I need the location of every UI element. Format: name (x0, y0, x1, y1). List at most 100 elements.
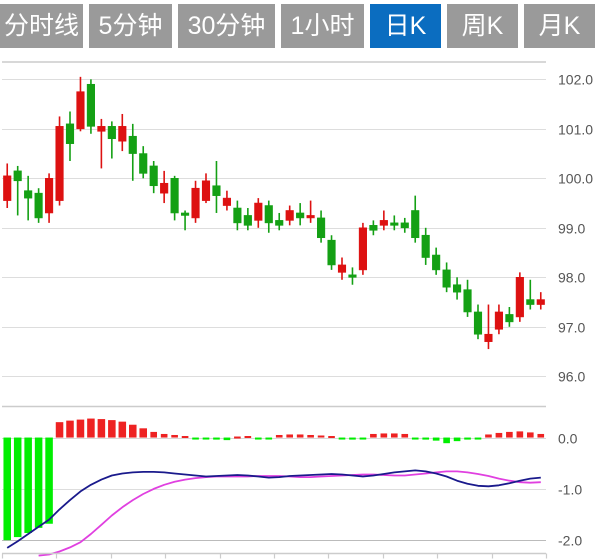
candle[interactable] (473, 304, 483, 340)
candle[interactable] (390, 215, 399, 231)
candle[interactable] (254, 198, 263, 228)
candle[interactable] (484, 304, 493, 350)
macd-bar[interactable] (516, 431, 524, 438)
macd-bar[interactable] (370, 433, 377, 438)
macd-bar[interactable] (307, 434, 314, 438)
macd-bar[interactable] (349, 437, 356, 440)
macd-bar[interactable] (265, 437, 273, 440)
macd-bar[interactable] (254, 437, 262, 440)
macd-bar[interactable] (139, 428, 147, 438)
candle[interactable] (327, 235, 336, 270)
macd-bar[interactable] (45, 437, 53, 524)
candle[interactable] (379, 210, 388, 231)
candle[interactable] (86, 79, 95, 134)
candle[interactable] (97, 118, 106, 169)
macd-bar[interactable] (76, 419, 85, 438)
candle[interactable] (421, 227, 430, 265)
macd-bar[interactable] (55, 422, 64, 438)
candle[interactable] (76, 76, 85, 132)
candle[interactable] (536, 292, 545, 310)
macd-bar[interactable] (328, 436, 335, 439)
candle[interactable] (442, 262, 451, 293)
candle[interactable] (149, 160, 158, 194)
candle[interactable] (118, 113, 127, 152)
candle[interactable] (337, 257, 347, 280)
macd-bar[interactable] (537, 433, 545, 438)
candle[interactable] (463, 279, 472, 317)
tab-period-0[interactable]: 分时线 (0, 4, 83, 48)
macd-bar[interactable] (3, 437, 11, 541)
candle[interactable] (285, 205, 294, 226)
macd-bar[interactable] (317, 435, 325, 438)
candle[interactable] (306, 200, 315, 223)
candle[interactable] (264, 200, 273, 233)
macd-bar[interactable] (13, 437, 22, 538)
macd-bar[interactable] (474, 437, 482, 440)
candle[interactable] (296, 203, 305, 226)
macd-bar[interactable] (422, 437, 430, 440)
macd-bar[interactable] (97, 419, 106, 438)
candle[interactable] (212, 160, 221, 213)
macd-bar[interactable] (129, 424, 137, 438)
candle[interactable] (3, 163, 12, 209)
candle[interactable] (139, 146, 148, 179)
candle[interactable] (233, 200, 242, 231)
macd-bar[interactable] (108, 420, 116, 438)
macd-bar[interactable] (464, 437, 471, 440)
macd-bar[interactable] (526, 432, 534, 438)
candle[interactable] (505, 307, 514, 327)
macd-bar[interactable] (411, 437, 419, 440)
candle[interactable] (515, 272, 524, 322)
candle[interactable] (411, 195, 420, 243)
tab-period-6[interactable]: 月K (524, 4, 595, 48)
macd-bar[interactable] (171, 434, 178, 438)
macd-bar[interactable] (202, 437, 210, 440)
candle[interactable] (243, 208, 252, 231)
candle[interactable] (453, 277, 462, 300)
candle[interactable] (222, 190, 231, 211)
macd-bar[interactable] (234, 436, 241, 439)
tab-period-2[interactable]: 30分钟 (178, 4, 275, 48)
macd-bar[interactable] (150, 431, 158, 438)
candle[interactable] (181, 210, 190, 231)
macd-bar[interactable] (66, 420, 74, 438)
candle[interactable] (191, 180, 200, 223)
macd-bar[interactable] (181, 436, 189, 439)
macd-histogram[interactable] (3, 418, 545, 541)
candle[interactable] (128, 123, 137, 181)
macd-bar[interactable] (485, 434, 492, 438)
macd-bar[interactable] (338, 437, 346, 440)
macd-bar[interactable] (506, 431, 513, 438)
macd-bar[interactable] (244, 436, 252, 439)
tab-period-5[interactable]: 周K (447, 4, 518, 48)
candle[interactable] (400, 217, 409, 233)
candle[interactable] (494, 304, 503, 335)
candle[interactable] (348, 267, 357, 285)
candle[interactable] (526, 279, 535, 310)
macd-bar[interactable] (223, 437, 231, 441)
macd-bar[interactable] (160, 433, 168, 438)
candle[interactable] (201, 173, 211, 204)
macd-bar[interactable] (296, 434, 304, 438)
candle[interactable] (432, 247, 441, 275)
macd-bar[interactable] (286, 434, 294, 438)
macd-bar[interactable] (192, 437, 199, 440)
tab-period-4[interactable]: 日K (370, 4, 441, 48)
candle[interactable] (160, 170, 169, 204)
macd-bar[interactable] (453, 437, 461, 442)
macd-bar[interactable] (495, 432, 503, 438)
macd-bar[interactable] (380, 433, 388, 438)
macd-bar[interactable] (213, 437, 220, 440)
candle[interactable] (55, 116, 64, 206)
candle[interactable] (107, 121, 116, 159)
macd-bar[interactable] (24, 437, 32, 533)
macd-bar[interactable] (359, 437, 367, 440)
candle[interactable] (369, 220, 378, 236)
macd-bar[interactable] (432, 437, 440, 441)
candle[interactable] (358, 222, 367, 275)
candlestick-series[interactable] (3, 76, 545, 350)
macd-bar[interactable] (118, 421, 127, 438)
macd-bar[interactable] (87, 418, 95, 438)
candle[interactable] (65, 111, 75, 161)
candle[interactable] (45, 173, 54, 223)
